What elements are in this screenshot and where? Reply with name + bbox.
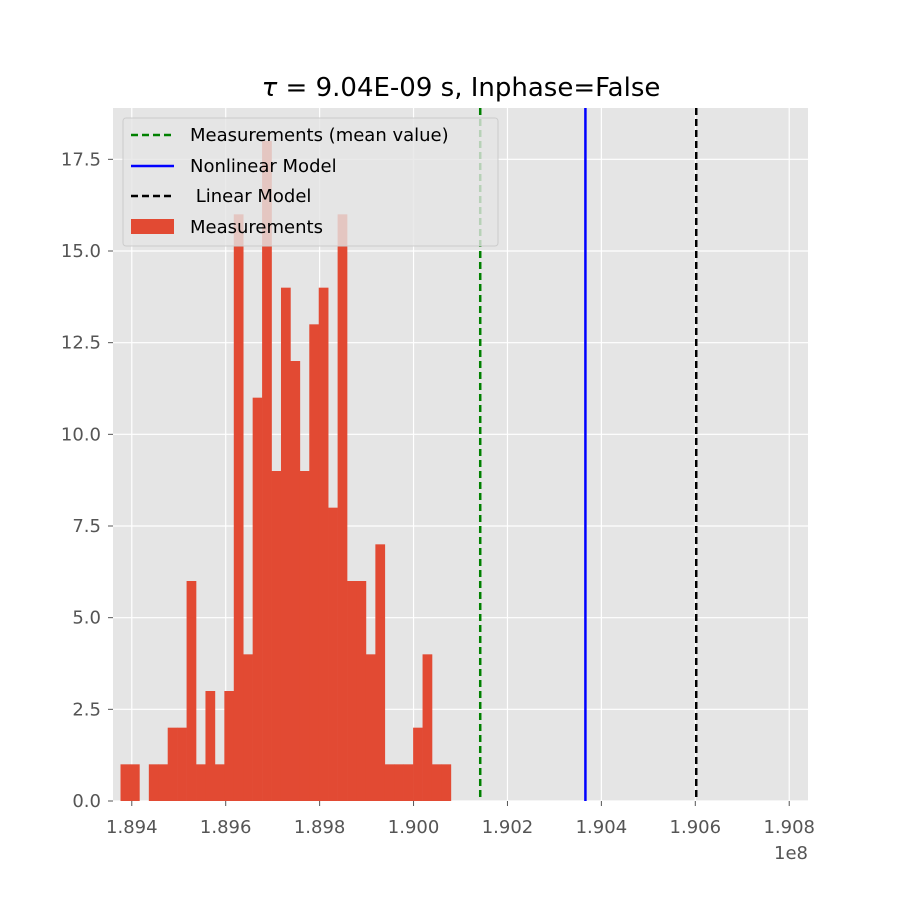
histogram-bar (431, 764, 442, 801)
histogram-bar (337, 214, 348, 802)
x-axis-ticks: 1.894 1.896 1.898 1.900 1.902 1.904 1.906 1.908 (106, 801, 815, 838)
x-offset-label: 1e8 (774, 843, 808, 864)
histogram-bar (129, 764, 140, 801)
histogram-bar (271, 471, 282, 801)
histogram-bar (299, 471, 310, 801)
legend-label-mean: Measurements (mean value) (190, 125, 449, 146)
histogram-bar (280, 287, 291, 802)
histogram-bar (347, 581, 357, 801)
histogram-bar (394, 764, 404, 801)
legend-label-measurements: Measurements (190, 217, 323, 238)
histogram-bar (167, 727, 178, 801)
y-tick-label: 15.0 (61, 241, 101, 262)
histogram-bar (356, 581, 367, 801)
x-tick-label: 1.906 (670, 817, 722, 838)
histogram-bar (413, 727, 423, 801)
legend-box (122, 117, 499, 247)
histogram-bar (290, 361, 301, 801)
y-tick-label: 7.5 (72, 516, 101, 537)
histogram-bar (224, 691, 235, 801)
legend: Measurements (mean value) Nonlinear Mode… (122, 117, 499, 247)
x-tick-label: 1.896 (200, 817, 252, 838)
y-tick-label: 10.0 (61, 424, 101, 445)
histogram-bar (205, 691, 216, 801)
legend-label-linear: Linear Model (190, 186, 311, 207)
x-tick-label: 1.898 (294, 817, 346, 838)
x-tick-label: 1.894 (106, 817, 158, 838)
histogram-bar (177, 727, 187, 801)
y-tick-label: 0.0 (72, 791, 101, 812)
y-axis-ticks: 0.0 2.5 5.0 7.5 10.0 12.5 15.0 17.5 (61, 149, 113, 812)
y-tick-label: 17.5 (61, 149, 101, 170)
x-tick-label: 1.908 (763, 817, 815, 838)
histogram-bar (233, 214, 244, 802)
histogram-bar (196, 764, 206, 801)
legend-label-nonlinear: Nonlinear Model (190, 156, 337, 177)
x-tick-label: 1.904 (576, 817, 628, 838)
legend-swatch-measurements (131, 219, 174, 234)
chart-title: τ = 9.04E-09 s, Inphase=False (262, 73, 661, 103)
histogram-bars (120, 141, 452, 802)
histogram-bar (148, 764, 159, 801)
y-tick-label: 5.0 (72, 608, 101, 629)
histogram-bar (120, 764, 131, 801)
histogram-bar (441, 764, 452, 801)
histogram-bar (365, 654, 376, 801)
title-tau-symbol: τ (262, 73, 278, 103)
histogram-bar (384, 764, 395, 801)
histogram-bar (214, 764, 225, 801)
histogram-bar (375, 544, 386, 801)
y-tick-label: 12.5 (61, 333, 101, 354)
histogram-bar (262, 141, 272, 801)
histogram-bar (403, 764, 414, 801)
histogram-bar (186, 581, 197, 801)
histogram-bar (252, 397, 263, 801)
histogram-bar (309, 324, 320, 801)
histogram-bar (318, 287, 329, 802)
x-tick-label: 1.900 (388, 817, 440, 838)
histogram-bar (422, 654, 433, 801)
x-tick-label: 1.902 (482, 817, 534, 838)
histogram-bar (243, 654, 253, 801)
y-tick-label: 2.5 (72, 699, 101, 720)
histogram-bar (328, 507, 338, 801)
histogram-bar (158, 764, 169, 801)
title-text: = 9.04E-09 s, Inphase=False (277, 73, 660, 103)
